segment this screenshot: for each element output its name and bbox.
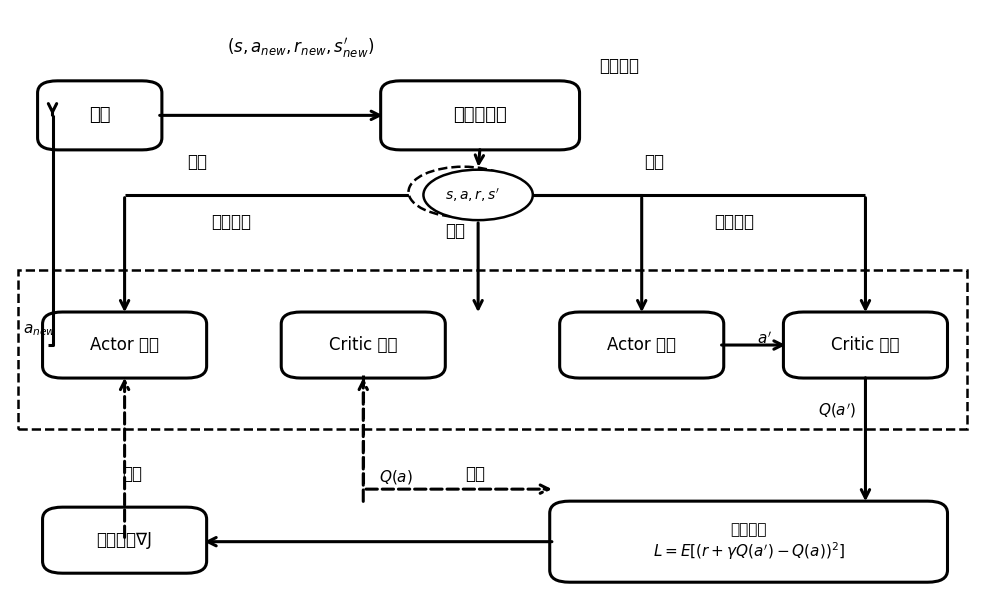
Text: $a^{\prime}$: $a^{\prime}$: [757, 331, 771, 347]
Text: 输入: 输入: [644, 153, 664, 171]
Text: Critic 网络: Critic 网络: [831, 336, 900, 354]
FancyBboxPatch shape: [550, 501, 948, 582]
Text: Actor 网络: Actor 网络: [90, 336, 159, 354]
Text: 输入: 输入: [187, 153, 207, 171]
Text: 环境: 环境: [89, 107, 110, 124]
FancyBboxPatch shape: [43, 312, 207, 378]
Text: Critic 网络: Critic 网络: [329, 336, 398, 354]
Text: 现实网络: 现实网络: [212, 213, 252, 231]
Text: 随机采样: 随机采样: [599, 57, 639, 75]
FancyBboxPatch shape: [560, 312, 724, 378]
FancyBboxPatch shape: [381, 81, 580, 150]
Text: Actor 网络: Actor 网络: [607, 336, 676, 354]
Text: 损失函数
$L=E[(r+\gamma Q(a^{\prime})-Q(a))^{2}]$: 损失函数 $L=E[(r+\gamma Q(a^{\prime})-Q(a))^…: [653, 522, 845, 562]
Text: 重放缓冲区: 重放缓冲区: [453, 107, 507, 124]
Text: $(s,a_{new},r_{new},s_{new}^{\prime})$: $(s,a_{new},r_{new},s_{new}^{\prime})$: [227, 36, 374, 60]
Text: $s,a,r,s^{\prime}$: $s,a,r,s^{\prime}$: [445, 186, 500, 204]
Text: $Q(a)$: $Q(a)$: [379, 468, 413, 486]
Ellipse shape: [409, 167, 518, 217]
FancyBboxPatch shape: [38, 81, 162, 150]
Ellipse shape: [423, 170, 533, 220]
FancyBboxPatch shape: [43, 507, 207, 573]
Text: $Q(a^{\prime})$: $Q(a^{\prime})$: [818, 402, 856, 421]
Text: 更新: 更新: [122, 465, 142, 483]
Text: 输入: 输入: [445, 222, 465, 240]
Text: 更新: 更新: [465, 465, 485, 483]
Text: 策略梯度∇J: 策略梯度∇J: [97, 531, 153, 549]
Text: $a_{new}$: $a_{new}$: [23, 322, 56, 338]
Text: 目标网络: 目标网络: [714, 213, 754, 231]
FancyBboxPatch shape: [281, 312, 445, 378]
FancyBboxPatch shape: [783, 312, 948, 378]
